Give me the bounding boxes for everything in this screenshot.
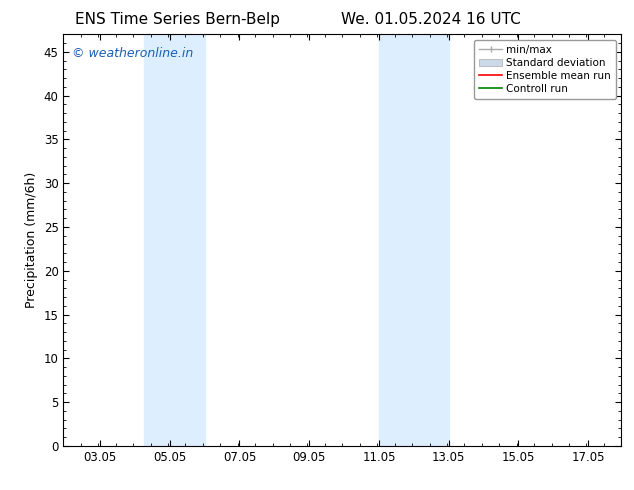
Text: We. 01.05.2024 16 UTC: We. 01.05.2024 16 UTC: [341, 12, 521, 27]
Bar: [143, 34, 205, 446]
Y-axis label: Precipitation (mm/6h): Precipitation (mm/6h): [25, 172, 38, 308]
Legend: min/max, Standard deviation, Ensemble mean run, Controll run: min/max, Standard deviation, Ensemble me…: [474, 40, 616, 99]
Text: © weatheronline.in: © weatheronline.in: [72, 47, 193, 60]
Text: ENS Time Series Bern-Belp: ENS Time Series Bern-Belp: [75, 12, 280, 27]
Bar: [379, 34, 449, 446]
